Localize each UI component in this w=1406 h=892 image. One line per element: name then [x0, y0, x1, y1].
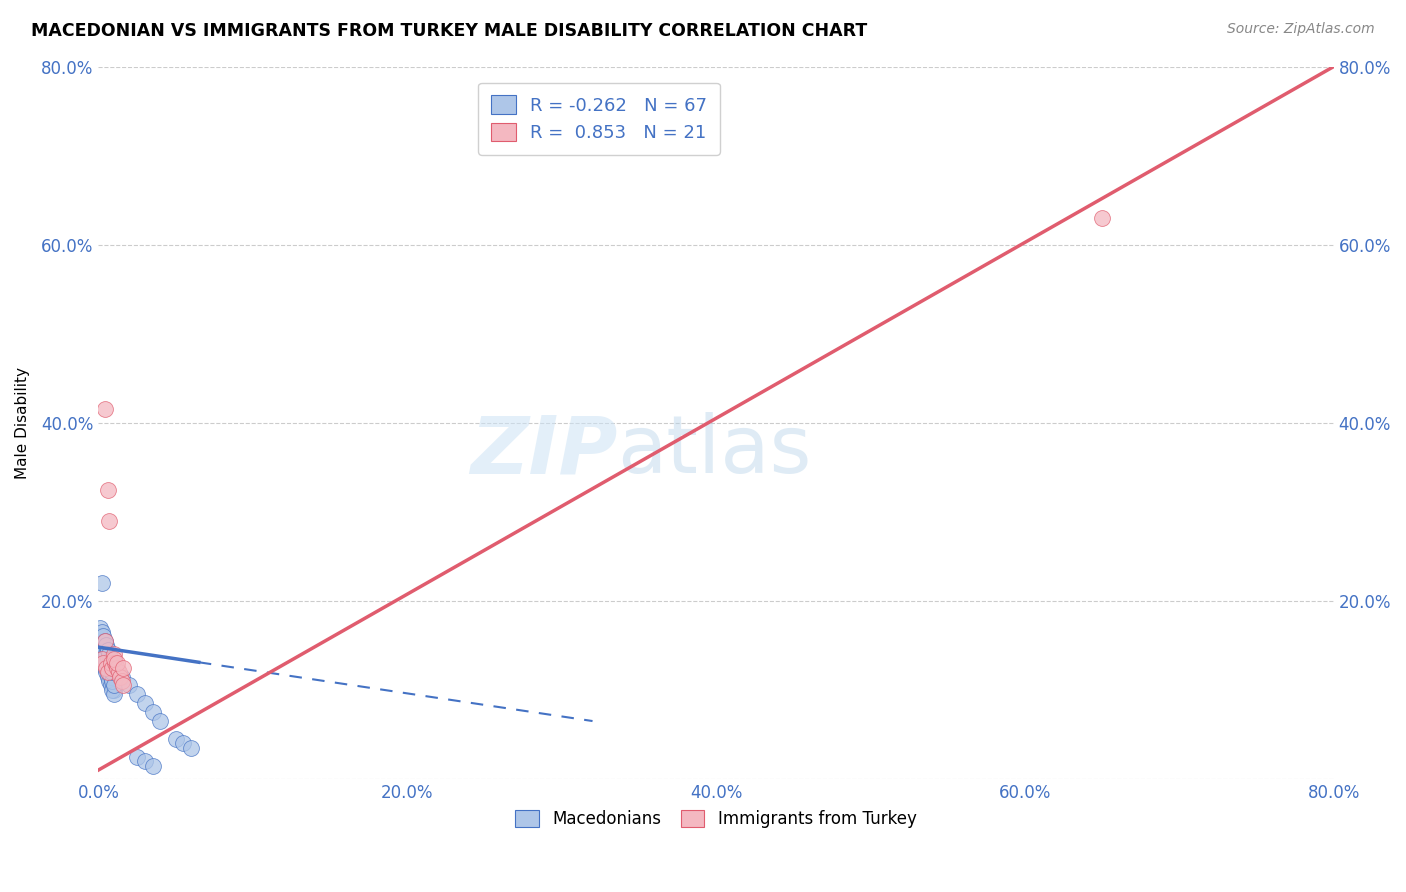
- Text: ZIP: ZIP: [470, 412, 617, 491]
- Point: [97, 669, 120, 683]
- Point: [93, 634, 115, 648]
- Point: [91, 651, 114, 665]
- Point: [97, 483, 120, 497]
- Point: [89, 621, 111, 635]
- Point: [93, 660, 115, 674]
- Point: [111, 673, 134, 688]
- Point: [90, 576, 112, 591]
- Point: [1091, 211, 1114, 225]
- Point: [90, 625, 112, 640]
- Point: [90, 647, 112, 661]
- Point: [100, 678, 122, 692]
- Point: [108, 669, 131, 683]
- Point: [141, 758, 163, 772]
- Point: [101, 660, 124, 674]
- Point: [104, 673, 127, 688]
- Point: [100, 660, 122, 674]
- Point: [101, 665, 124, 679]
- Point: [93, 651, 115, 665]
- Point: [101, 682, 124, 697]
- Point: [98, 665, 121, 679]
- Point: [118, 678, 141, 692]
- Point: [103, 682, 125, 697]
- Point: [103, 669, 125, 683]
- Point: [97, 665, 120, 679]
- Point: [89, 630, 111, 644]
- Point: [98, 514, 121, 528]
- Text: atlas: atlas: [617, 412, 811, 491]
- Point: [100, 651, 122, 665]
- Point: [96, 665, 118, 679]
- Point: [91, 630, 114, 644]
- Point: [100, 660, 122, 674]
- Point: [98, 656, 121, 670]
- Point: [98, 669, 121, 683]
- Point: [172, 736, 194, 750]
- Text: Source: ZipAtlas.com: Source: ZipAtlas.com: [1227, 22, 1375, 37]
- Point: [103, 687, 125, 701]
- Point: [103, 647, 125, 661]
- Point: [98, 647, 121, 661]
- Point: [134, 696, 156, 710]
- Point: [90, 651, 112, 665]
- Point: [141, 705, 163, 719]
- Point: [107, 665, 129, 679]
- Point: [91, 638, 114, 652]
- Point: [96, 647, 118, 661]
- Point: [105, 660, 128, 674]
- Point: [90, 634, 112, 648]
- Point: [96, 656, 118, 670]
- Point: [101, 678, 124, 692]
- Point: [100, 656, 122, 670]
- Y-axis label: Male Disability: Male Disability: [15, 367, 30, 479]
- Point: [103, 678, 125, 692]
- Legend: Macedonians, Immigrants from Turkey: Macedonians, Immigrants from Turkey: [509, 803, 924, 835]
- Point: [98, 656, 121, 670]
- Point: [105, 656, 128, 670]
- Point: [112, 678, 135, 692]
- Point: [96, 660, 118, 674]
- Point: [112, 660, 135, 674]
- Point: [93, 642, 115, 657]
- Text: MACEDONIAN VS IMMIGRANTS FROM TURKEY MALE DISABILITY CORRELATION CHART: MACEDONIAN VS IMMIGRANTS FROM TURKEY MAL…: [31, 22, 868, 40]
- Point: [91, 638, 114, 652]
- Point: [125, 749, 148, 764]
- Point: [93, 642, 115, 657]
- Point: [125, 687, 148, 701]
- Point: [97, 665, 120, 679]
- Point: [93, 634, 115, 648]
- Point: [96, 647, 118, 661]
- Point: [90, 642, 112, 657]
- Point: [101, 673, 124, 688]
- Point: [93, 656, 115, 670]
- Point: [100, 673, 122, 688]
- Point: [104, 656, 127, 670]
- Point: [90, 651, 112, 665]
- Point: [165, 731, 187, 746]
- Point: [93, 402, 115, 417]
- Point: [96, 638, 118, 652]
- Point: [101, 656, 124, 670]
- Point: [96, 660, 118, 674]
- Point: [97, 651, 120, 665]
- Point: [98, 673, 121, 688]
- Point: [111, 669, 134, 683]
- Point: [91, 656, 114, 670]
- Point: [97, 660, 120, 674]
- Point: [97, 651, 120, 665]
- Point: [91, 647, 114, 661]
- Point: [91, 656, 114, 670]
- Point: [103, 651, 125, 665]
- Point: [149, 714, 172, 728]
- Point: [101, 665, 124, 679]
- Point: [97, 642, 120, 657]
- Point: [180, 740, 202, 755]
- Point: [134, 754, 156, 768]
- Point: [100, 669, 122, 683]
